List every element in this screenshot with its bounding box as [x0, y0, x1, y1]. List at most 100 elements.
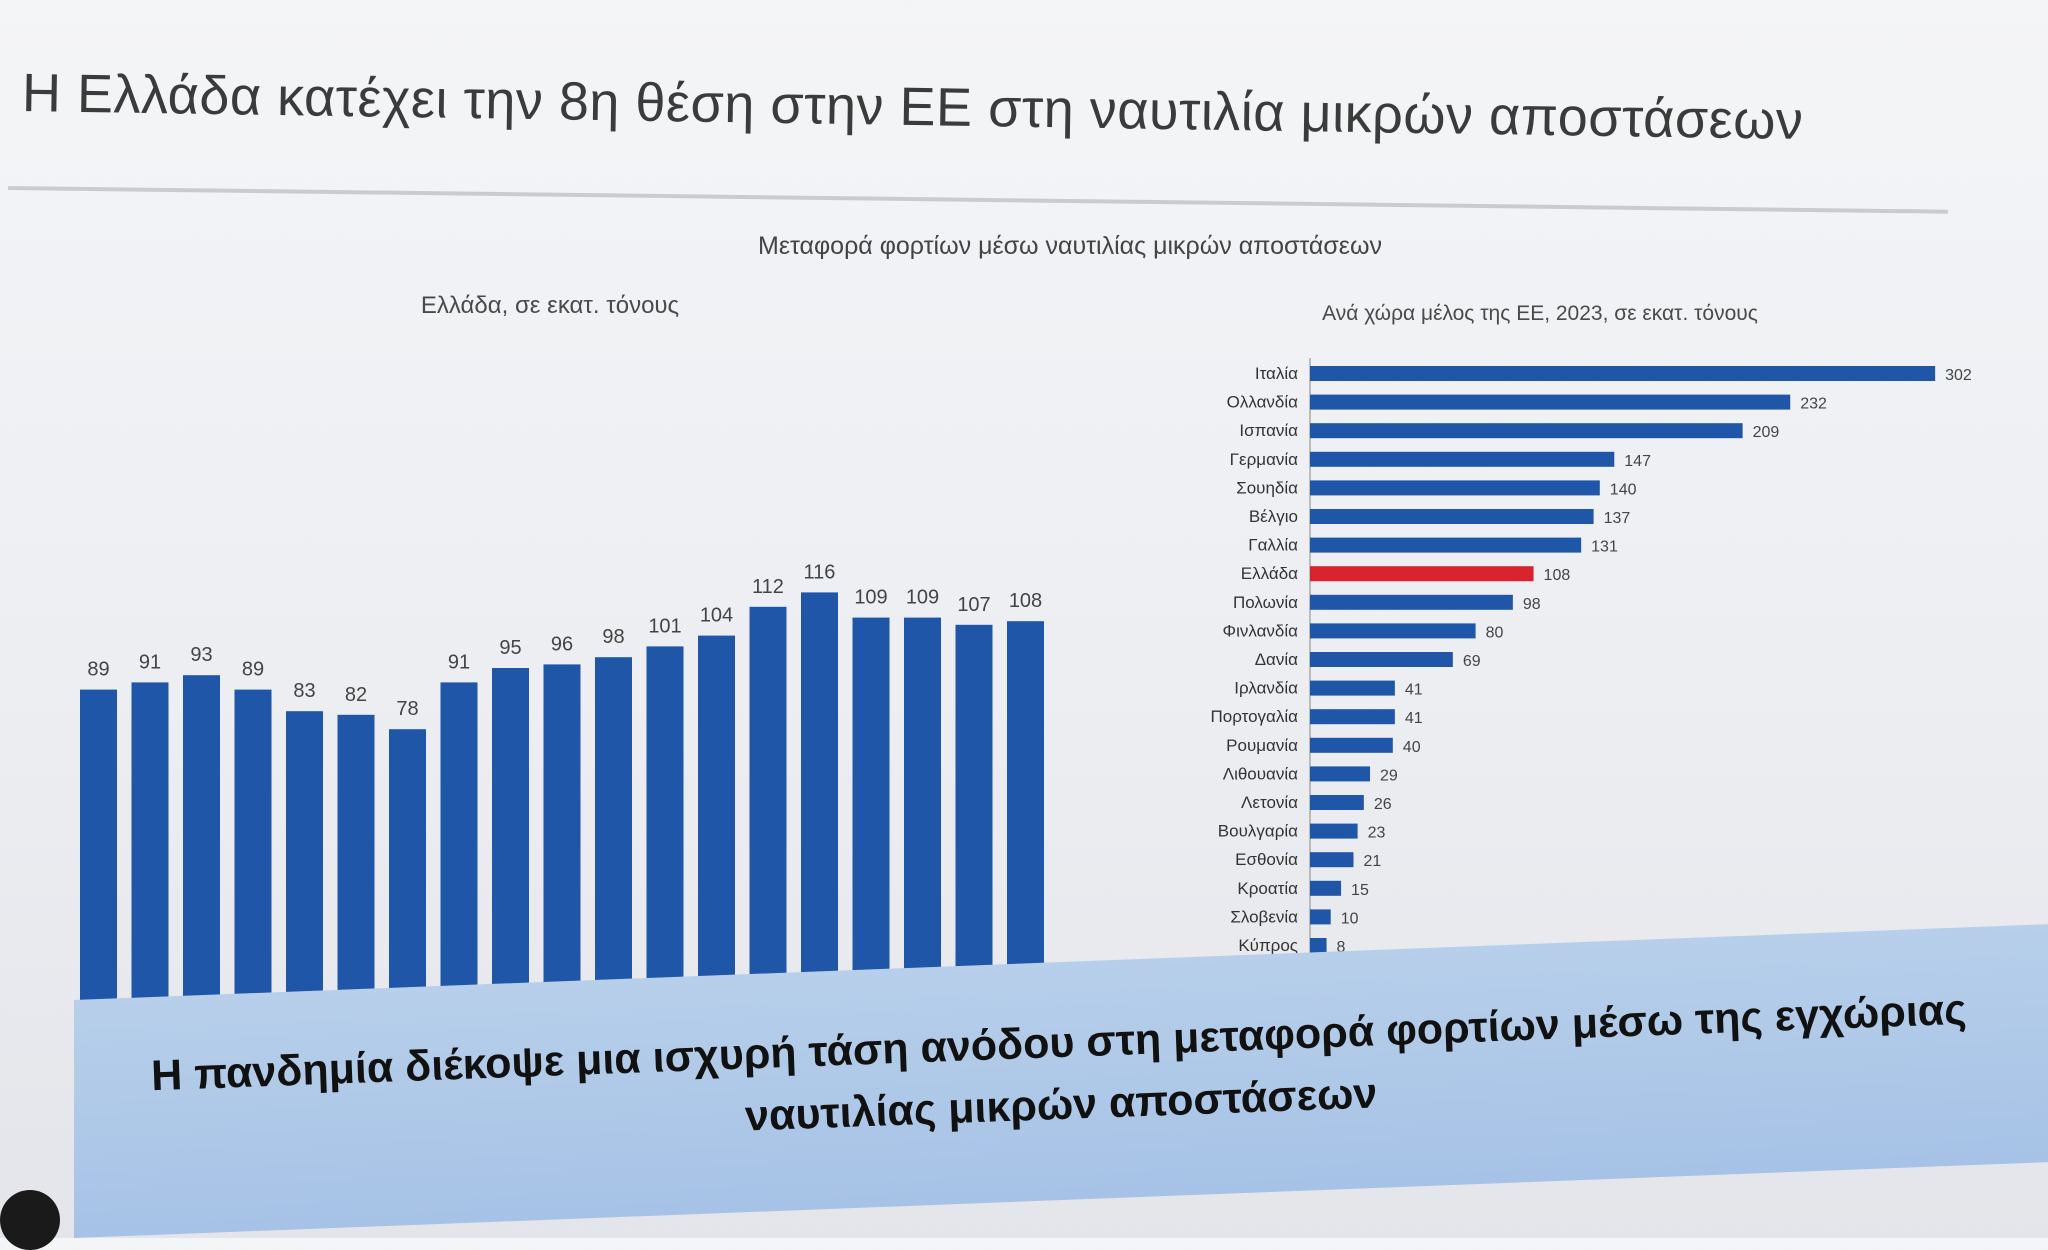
country-tick-label: Σλοβενία	[1230, 907, 1298, 926]
year-bar	[234, 689, 272, 1010]
country-bar-value-label: 108	[1544, 567, 1571, 584]
country-bar-value-label: 10	[1341, 910, 1359, 927]
year-bar	[183, 675, 220, 1010]
year-bar-value-label: 82	[345, 684, 367, 706]
year-bar-value-label: 91	[139, 651, 161, 673]
year-bar-value-label: 101	[648, 615, 681, 637]
year-bar	[389, 729, 426, 1010]
country-bar	[1310, 537, 1582, 553]
country-bar	[1310, 766, 1371, 782]
country-bar	[1310, 737, 1393, 753]
country-bar-value-label: 137	[1604, 510, 1631, 527]
year-bar	[337, 714, 375, 1010]
year-bar	[595, 657, 632, 1010]
country-bar	[1310, 451, 1615, 467]
country-tick-label: Λιθουανία	[1223, 764, 1298, 783]
country-tick-label: Δανία	[1255, 650, 1298, 669]
country-bar-value-label: 140	[1610, 481, 1637, 498]
chart-heading: Μεταφορά φορτίων μέσω ναυτιλίας μικρών α…	[758, 232, 1382, 260]
title-divider	[7, 186, 1948, 214]
country-bar	[1310, 366, 1936, 381]
country-tick-label: Ιρλανδία	[1234, 679, 1298, 698]
corner-shadow	[0, 1190, 60, 1250]
country-bar-value-label: 26	[1374, 796, 1392, 813]
year-bar	[698, 635, 735, 1010]
greece-yearly-bar-chart: 8920059120069320078920088320098220107820…	[74, 561, 1059, 1053]
country-tick-label: Κροατία	[1237, 879, 1298, 898]
country-bar-value-label: 21	[1363, 853, 1381, 870]
country-bar	[1310, 852, 1354, 868]
year-bar-value-label: 116	[804, 561, 836, 583]
country-bar	[1310, 509, 1594, 524]
year-bar	[286, 711, 323, 1010]
country-tick-label: Ρουμανία	[1226, 736, 1298, 755]
country-bar	[1310, 423, 1743, 439]
country-bar-value-label: 209	[1753, 424, 1780, 441]
country-tick-label: Ελλάδα	[1241, 564, 1298, 583]
year-bar	[904, 617, 941, 1010]
country-bar-value-label: 15	[1351, 882, 1369, 899]
year-bar	[440, 682, 478, 1010]
country-tick-label: Ισπανία	[1239, 421, 1298, 440]
country-tick-label: Βέλγιο	[1249, 507, 1298, 526]
country-bar	[1310, 480, 1600, 496]
country-bar	[1310, 823, 1358, 839]
year-bar-value-label: 89	[87, 659, 109, 681]
country-bar	[1310, 594, 1513, 610]
year-bar	[646, 646, 684, 1010]
year-bar-value-label: 104	[700, 605, 733, 627]
year-bar-value-label: 91	[448, 651, 470, 673]
slide-title: Η Ελλάδα κατέχει την 8η θέση στην ΕΕ στη…	[21, 63, 1804, 151]
year-bar-value-label: 107	[957, 594, 990, 616]
country-bar-value-label: 302	[1945, 367, 1972, 384]
year-bar	[492, 668, 529, 1010]
country-tick-label: Βουλγαρία	[1218, 822, 1298, 841]
country-tick-label: Ιταλία	[1255, 364, 1298, 383]
country-bar	[1310, 623, 1476, 639]
country-bar-value-label: 131	[1591, 539, 1618, 556]
year-bar	[852, 617, 890, 1010]
country-bar	[1310, 709, 1395, 725]
country-bar	[1310, 680, 1395, 696]
country-bar-highlighted	[1310, 566, 1534, 582]
eu-country-bar-chart: Ιταλία 302 Ολλανδία 232 Ισπανία 209 Γερμανία 14…	[1210, 358, 1972, 990]
country-bar-value-label: 41	[1405, 710, 1423, 727]
country-tick-label: Κύπρος	[1238, 936, 1298, 955]
country-bar-value-label: 23	[1368, 825, 1386, 842]
year-bar-value-label: 98	[602, 626, 624, 648]
country-bar-value-label: 98	[1523, 596, 1541, 613]
country-bar-value-label: 40	[1403, 739, 1421, 756]
year-bar-value-label: 109	[854, 587, 887, 609]
country-bar-value-label: 147	[1624, 453, 1651, 470]
year-bar	[749, 606, 787, 1010]
year-bar	[955, 624, 993, 1010]
country-tick-label: Εσθονία	[1235, 850, 1298, 869]
year-bar	[801, 592, 838, 1010]
country-bar	[1310, 909, 1331, 925]
year-bar-value-label: 109	[906, 587, 939, 609]
right-chart-subtitle: Ανά χώρα μέλος της ΕΕ, 2023, σε εκατ. τό…	[1322, 302, 1758, 325]
country-tick-label: Λετονία	[1241, 793, 1298, 812]
year-bar	[131, 682, 169, 1010]
year-bar	[1007, 621, 1044, 1010]
country-bar	[1310, 394, 1791, 410]
country-tick-label: Πολωνία	[1233, 593, 1298, 612]
country-tick-label: Σουηδία	[1236, 478, 1298, 497]
country-tick-label: Γαλλία	[1248, 536, 1298, 555]
year-bar-value-label: 108	[1009, 590, 1042, 612]
country-bar	[1310, 938, 1327, 953]
year-bar-value-label: 78	[396, 698, 418, 720]
country-bar-value-label: 69	[1463, 653, 1481, 670]
country-tick-label: Φινλανδία	[1223, 621, 1299, 640]
country-tick-label: Ολλανδία	[1227, 393, 1299, 412]
country-tick-label: Πορτογαλία	[1210, 707, 1298, 726]
year-bar-value-label: 95	[499, 637, 521, 659]
year-bar-value-label: 96	[551, 633, 573, 655]
year-bar-value-label: 89	[242, 659, 264, 681]
country-bar-value-label: 80	[1486, 624, 1504, 641]
country-bar-value-label: 8	[1337, 939, 1346, 956]
country-bar	[1310, 795, 1364, 810]
year-bar	[80, 689, 117, 1010]
year-bar-value-label: 93	[190, 644, 212, 666]
country-bar-value-label: 41	[1405, 682, 1423, 699]
